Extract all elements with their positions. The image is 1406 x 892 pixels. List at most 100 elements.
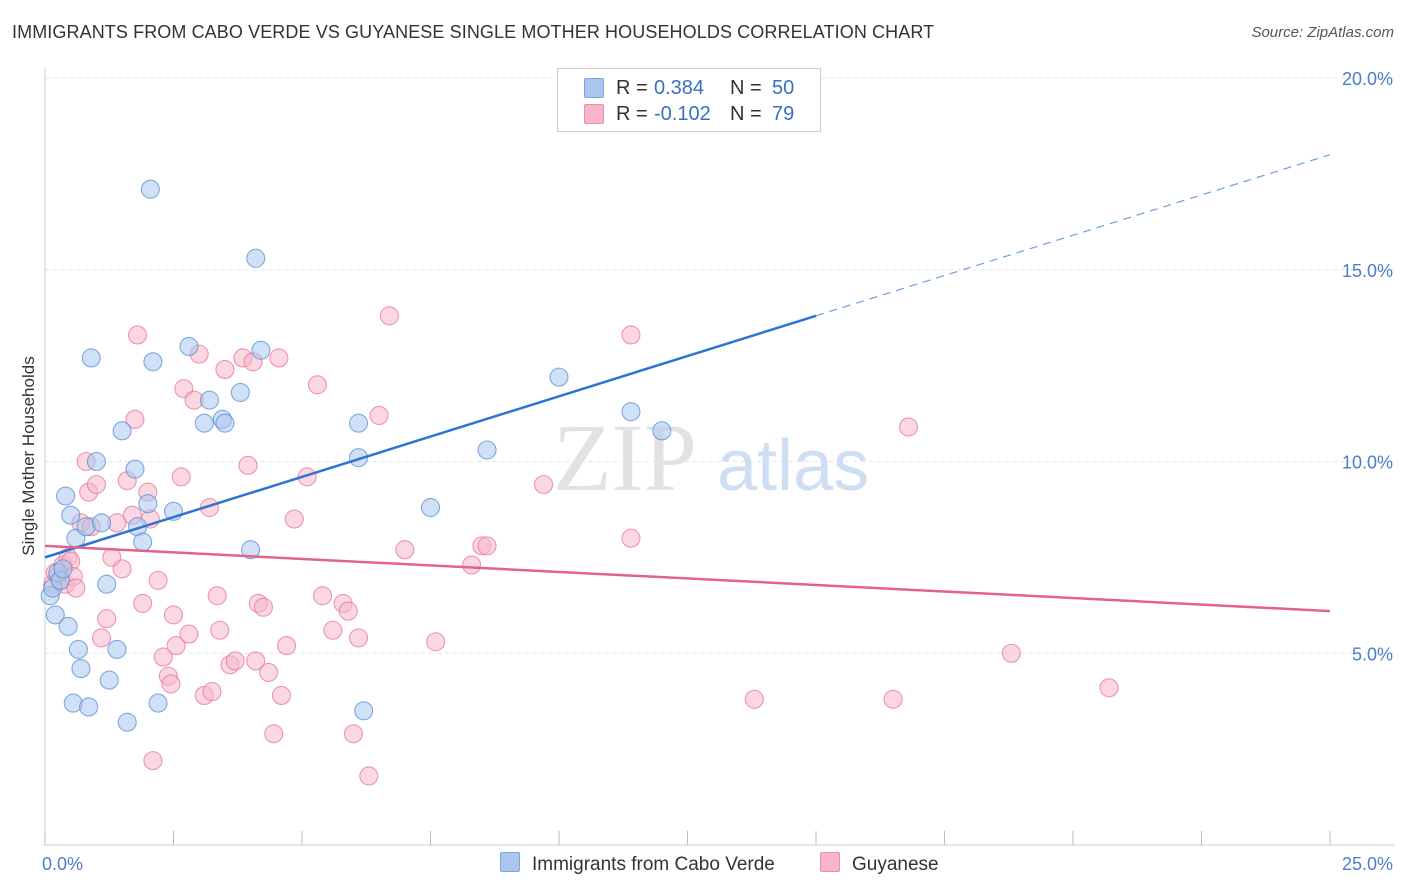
point-guyanese-9 — [66, 578, 86, 598]
point-guyanese-55 — [269, 348, 289, 368]
point-guyanese-44 — [215, 359, 235, 380]
point-guyanese-36 — [179, 624, 199, 644]
point-guyanese-56 — [271, 685, 291, 705]
point-guyanese-41 — [202, 682, 222, 702]
point-cabo-verde-33 — [199, 390, 220, 410]
y-axis-label: Single Mother Households — [19, 356, 38, 555]
point-guyanese-62 — [323, 620, 343, 640]
point-cabo-verde-43 — [420, 497, 441, 518]
point-guyanese-69 — [379, 306, 399, 326]
point-guyanese-68 — [369, 405, 389, 426]
trend-line-guyanese — [44, 544, 1331, 613]
point-cabo-verde-28 — [143, 352, 163, 372]
point-cabo-verde-40 — [348, 413, 369, 433]
point-cabo-verde-46 — [621, 402, 641, 422]
point-cabo-verde-32 — [194, 413, 214, 433]
legend-swatch-cabo-verde — [500, 852, 520, 872]
ticks-layer: 5.0% 10.0% 15.0% 20.0% 0.0% 25.0% — [42, 69, 1393, 874]
point-guyanese-52 — [253, 597, 274, 617]
point-guyanese-77 — [621, 325, 641, 345]
point-guyanese-75 — [534, 474, 554, 495]
point-guyanese-24 — [133, 593, 153, 613]
point-guyanese-54 — [264, 724, 284, 744]
point-guyanese-46 — [225, 651, 245, 671]
point-cabo-verde-42 — [354, 701, 374, 721]
point-cabo-verde-19 — [99, 670, 119, 690]
source-label: Source: ZipAtlas.com — [1251, 24, 1394, 41]
legend-swatch-guyanese — [820, 852, 840, 872]
n-label: N = — [730, 103, 762, 125]
r-label: R = — [616, 103, 648, 125]
point-guyanese-32 — [163, 605, 184, 625]
point-cabo-verde-14 — [79, 697, 99, 717]
point-cabo-verde-47 — [652, 421, 672, 441]
n-label: N = — [730, 77, 762, 99]
point-guyanese-81 — [1001, 643, 1021, 663]
point-guyanese-71 — [426, 632, 446, 652]
point-cabo-verde-35 — [215, 413, 235, 433]
legend-label-cabo-verde: Immigrants from Cabo Verde — [532, 854, 775, 875]
point-guyanese-82 — [1099, 678, 1119, 698]
point-guyanese-58 — [284, 509, 304, 529]
point-cabo-verde-39 — [251, 340, 271, 360]
r-value: 0.384 — [654, 77, 705, 99]
point-cabo-verde-45 — [549, 367, 569, 387]
point-guyanese-79 — [883, 689, 903, 709]
point-cabo-verde-31 — [179, 336, 199, 357]
point-cabo-verde-36 — [230, 382, 250, 403]
y-tick-label-1: 10.0% — [1342, 453, 1393, 473]
point-guyanese-72 — [462, 555, 482, 575]
point-cabo-verde-16 — [86, 451, 106, 472]
point-guyanese-78 — [744, 689, 764, 709]
y-tick-label-3: 20.0% — [1342, 69, 1393, 89]
legend-item-guyanese: Guyanese — [820, 852, 939, 876]
point-cabo-verde-23 — [125, 459, 145, 479]
correlation-legend: R = 0.384 N = 50 R = -0.102 N = 79 — [557, 68, 821, 132]
point-guyanese-50 — [246, 651, 266, 671]
y-tick-label-0: 5.0% — [1352, 644, 1393, 664]
point-cabo-verde-22 — [117, 712, 137, 732]
trend-line-cabo-verde-extension — [815, 154, 1331, 317]
point-guyanese-23 — [127, 325, 148, 345]
point-cabo-verde-2 — [45, 605, 65, 625]
point-guyanese-31 — [161, 674, 181, 694]
point-guyanese-15 — [91, 628, 112, 648]
point-cabo-verde-5 — [53, 559, 73, 579]
chart-title: IMMIGRANTS FROM CABO VERDE VS GUYANESE S… — [12, 22, 935, 42]
point-guyanese-61 — [313, 586, 333, 606]
legend-item-cabo-verde: Immigrants from Cabo Verde — [500, 852, 775, 876]
point-guyanese-70 — [395, 540, 415, 560]
point-cabo-verde-15 — [81, 348, 101, 368]
point-guyanese-60 — [307, 375, 327, 395]
point-cabo-verde-7 — [58, 616, 78, 636]
point-guyanese-65 — [343, 724, 363, 744]
point-guyanese-67 — [359, 766, 379, 786]
watermark-atlas: atlas — [717, 426, 869, 506]
point-cabo-verde-11 — [68, 639, 88, 659]
point-cabo-verde-17 — [91, 513, 112, 533]
point-guyanese-16 — [97, 609, 117, 629]
point-guyanese-42 — [207, 586, 227, 606]
n-value: 79 — [772, 103, 795, 125]
point-guyanese-66 — [348, 628, 369, 648]
point-guyanese-22 — [125, 409, 145, 429]
trend-layer — [44, 154, 1331, 613]
point-guyanese-74 — [477, 536, 497, 556]
point-guyanese-64 — [338, 601, 358, 621]
point-cabo-verde-6 — [56, 486, 76, 506]
point-cabo-verde-20 — [107, 639, 127, 659]
point-guyanese-53 — [259, 662, 279, 682]
axes-layer — [44, 68, 1395, 846]
points-layer — [40, 179, 1119, 786]
point-cabo-verde-41 — [348, 448, 369, 468]
point-cabo-verde-8 — [61, 505, 81, 525]
point-guyanese-29 — [153, 647, 173, 667]
point-cabo-verde-18 — [97, 574, 117, 594]
point-guyanese-14 — [86, 474, 106, 495]
point-guyanese-76 — [621, 528, 641, 548]
point-guyanese-80 — [898, 417, 919, 437]
point-guyanese-48 — [238, 455, 258, 475]
point-cabo-verde-12 — [71, 659, 91, 679]
y-tick-label-2: 15.0% — [1342, 261, 1393, 281]
point-guyanese-33 — [166, 636, 186, 656]
